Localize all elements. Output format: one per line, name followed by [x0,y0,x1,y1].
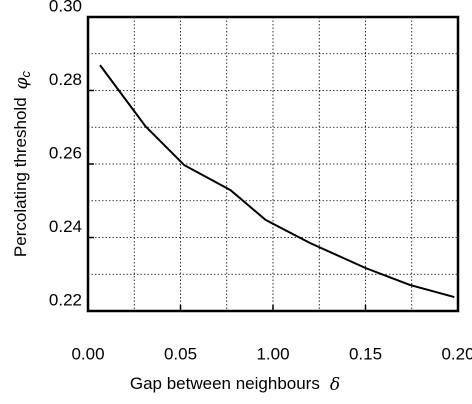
plot-frame [86,15,460,313]
y-axis-label: Percolating thresholdφc [11,70,33,257]
x-tick-label: 1.00 [256,344,289,363]
x-tick-label: 0.05 [164,344,197,363]
y-tick-label: 0.30 [49,0,82,15]
line [99,64,455,298]
y-tick-label: 0.28 [49,70,82,89]
x-axis-label: Gap between neighbours δ [130,374,340,394]
y-tick-label: 0.26 [49,143,82,162]
x-tick-label: 0.15 [349,344,382,363]
x-tick-label: 0.20 [441,344,472,363]
y-tick-label: 0.24 [49,217,82,236]
x-tick-label: 0.00 [71,344,104,363]
y-tick-label: 0.22 [49,290,82,309]
